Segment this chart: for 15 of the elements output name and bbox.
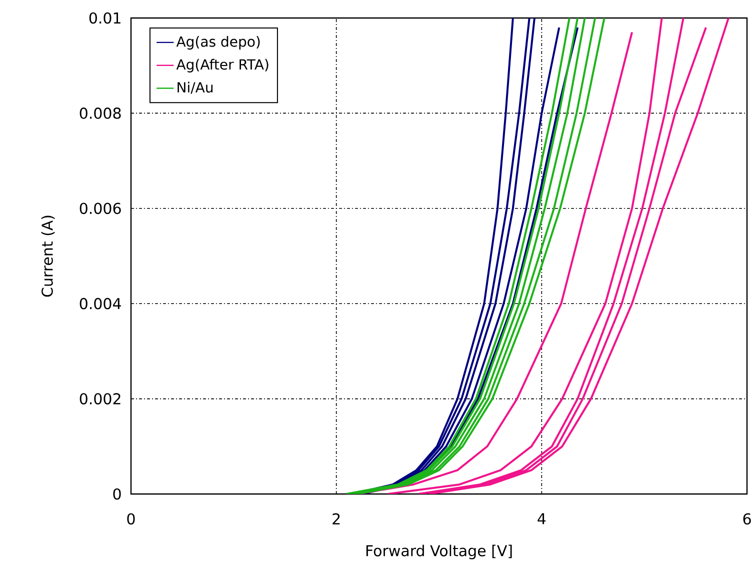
legend-label: Ni/Au — [178, 82, 213, 94]
y-tick-label: 0 — [113, 488, 121, 500]
x-tick-label: 6 — [743, 513, 751, 525]
x-tick-label: 2 — [332, 513, 340, 524]
y-tick-label: 0.006 — [80, 202, 121, 214]
x-tick-label: 4 — [538, 513, 546, 524]
y-tick-label: 0.004 — [80, 298, 121, 310]
x-tick-label: 0 — [127, 513, 135, 525]
y-axis-title: Current (A) — [41, 216, 55, 297]
y-tick-label: 0.008 — [80, 108, 121, 119]
y-tick-label: 0.002 — [80, 393, 120, 404]
x-axis-title: Forward Voltage [V] — [366, 544, 512, 560]
legend-label: Ag(After RTA) — [176, 58, 268, 72]
y-tick-label: 0.01 — [89, 12, 120, 24]
legend-label: Ag(as depo) — [176, 36, 260, 50]
